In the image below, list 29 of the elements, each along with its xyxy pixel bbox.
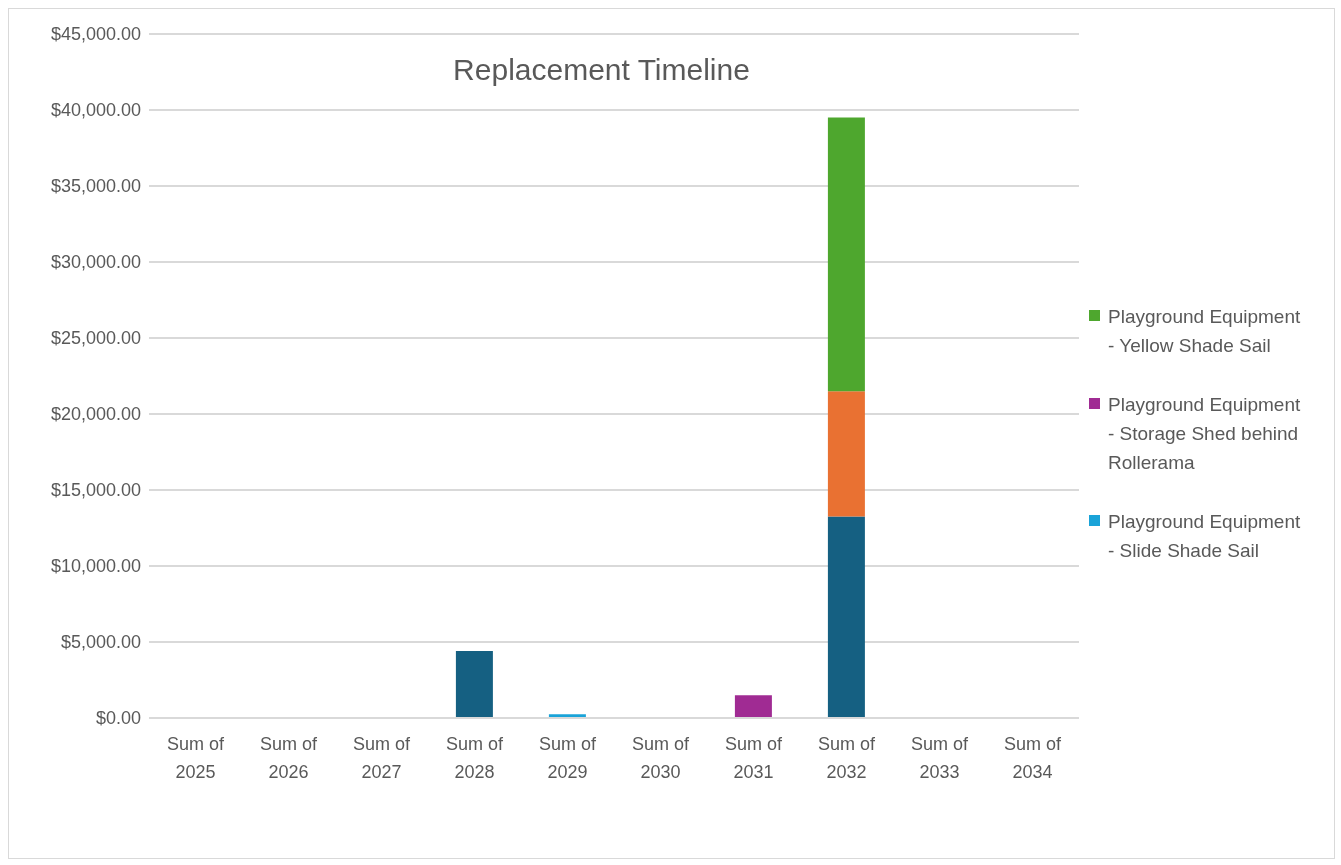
legend-label: Playground Equipment - Yellow Shade Sail <box>1108 305 1302 358</box>
bar <box>734 695 772 718</box>
x-tick-label: Sum of 2029 <box>538 734 598 782</box>
x-tick-label: Sum of 2028 <box>445 734 505 782</box>
y-tick-label: $30,000.00 <box>50 252 141 273</box>
y-tick-label: $15,000.00 <box>50 480 141 501</box>
bar <box>827 391 865 517</box>
y-tick-label: $40,000.00 <box>50 100 141 121</box>
bar <box>455 651 493 718</box>
x-tick-label: Sum of 2031 <box>724 734 784 782</box>
x-tick-label: Sum of 2033 <box>910 734 970 782</box>
bar <box>827 117 865 392</box>
bar <box>827 516 865 718</box>
x-tick-label: Sum of 2030 <box>631 734 691 782</box>
y-tick-label: $35,000.00 <box>50 176 141 197</box>
x-tick-label: Sum of 2025 <box>166 734 226 782</box>
x-tick-label: Sum of 2027 <box>352 734 412 782</box>
y-tick-label: $45,000.00 <box>50 24 141 45</box>
legend-label: Playground Equipment - Storage Shed behind Rollerama <box>1108 393 1302 475</box>
text: Replacement Timeline <box>452 53 751 87</box>
x-tick-label: Sum of 2034 <box>1003 734 1063 782</box>
y-tick-label: $0.00 <box>95 708 141 729</box>
legend-label: Playground Equipment - Slide Shade Sail <box>1108 510 1302 563</box>
y-tick-label: $5,000.00 <box>60 632 141 653</box>
x-tick-label: Sum of 2026 <box>259 734 319 782</box>
y-tick-label: $20,000.00 <box>50 404 141 425</box>
x-tick-label: Sum of 2032 <box>817 734 877 782</box>
y-tick-label: $10,000.00 <box>50 556 141 577</box>
y-tick-label: $25,000.00 <box>50 328 141 349</box>
